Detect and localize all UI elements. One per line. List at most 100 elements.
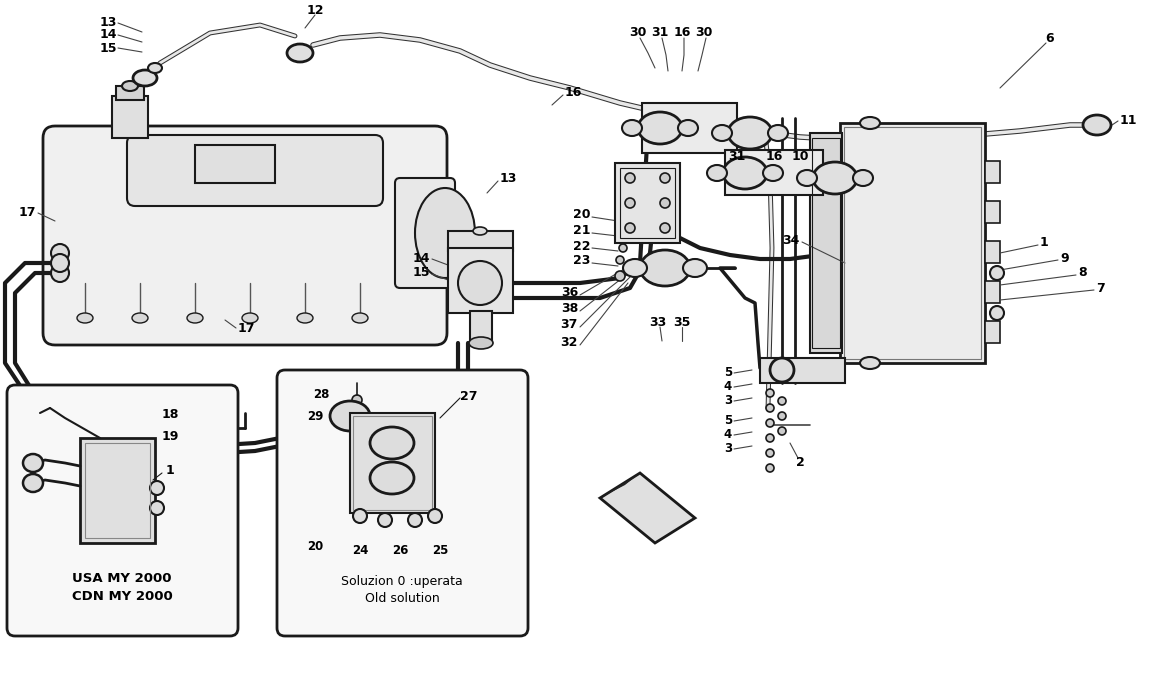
Ellipse shape: [766, 449, 774, 457]
Ellipse shape: [797, 170, 816, 186]
Ellipse shape: [23, 474, 43, 492]
Ellipse shape: [712, 125, 733, 141]
Bar: [810, 133, 842, 353]
Bar: [448, 231, 513, 251]
Ellipse shape: [297, 313, 313, 323]
Ellipse shape: [473, 227, 486, 235]
Text: 16: 16: [565, 87, 582, 100]
Ellipse shape: [242, 313, 258, 323]
Text: 4: 4: [723, 428, 733, 441]
Ellipse shape: [51, 244, 69, 262]
Ellipse shape: [779, 427, 785, 435]
Ellipse shape: [624, 223, 635, 233]
Text: 15: 15: [413, 266, 430, 279]
Ellipse shape: [148, 63, 162, 73]
Bar: [85, 443, 150, 538]
Ellipse shape: [378, 513, 392, 527]
Text: 36: 36: [561, 286, 578, 300]
Text: 5: 5: [723, 367, 733, 380]
Ellipse shape: [352, 395, 362, 405]
Bar: [620, 168, 675, 238]
Ellipse shape: [458, 261, 503, 305]
Text: 37: 37: [561, 318, 578, 331]
Ellipse shape: [623, 259, 647, 277]
Ellipse shape: [428, 509, 442, 523]
Text: 17: 17: [238, 322, 255, 335]
Bar: [986, 201, 1000, 223]
Text: 1: 1: [166, 464, 175, 477]
Bar: [353, 416, 432, 510]
Ellipse shape: [353, 509, 367, 523]
Ellipse shape: [616, 256, 624, 264]
Ellipse shape: [990, 306, 1004, 320]
Bar: [116, 86, 144, 100]
Text: 13: 13: [100, 16, 117, 29]
Ellipse shape: [678, 120, 698, 136]
Text: 38: 38: [561, 303, 578, 316]
Text: 3: 3: [723, 443, 733, 456]
Ellipse shape: [469, 337, 493, 349]
Bar: [112, 96, 148, 138]
Text: 20: 20: [573, 208, 590, 221]
Text: 14: 14: [413, 251, 430, 264]
Bar: [448, 248, 513, 313]
Ellipse shape: [641, 250, 690, 286]
Ellipse shape: [624, 198, 635, 208]
Text: 11: 11: [1120, 115, 1137, 128]
Text: 31: 31: [651, 27, 668, 40]
Text: 2: 2: [796, 456, 804, 469]
Ellipse shape: [779, 412, 785, 420]
Ellipse shape: [723, 157, 767, 189]
Ellipse shape: [622, 120, 642, 136]
Bar: [840, 123, 986, 363]
Text: 15: 15: [100, 42, 117, 55]
Ellipse shape: [288, 44, 313, 62]
Ellipse shape: [860, 117, 880, 129]
Polygon shape: [600, 473, 695, 543]
Bar: [986, 241, 1000, 263]
Ellipse shape: [660, 223, 670, 233]
Ellipse shape: [813, 162, 857, 194]
Bar: [350, 413, 435, 513]
Ellipse shape: [352, 313, 368, 323]
Ellipse shape: [624, 173, 635, 183]
Ellipse shape: [766, 404, 774, 412]
Text: 30: 30: [696, 27, 713, 40]
Text: 1: 1: [1040, 236, 1049, 249]
Text: USA MY 2000: USA MY 2000: [72, 572, 171, 585]
Bar: [642, 103, 737, 153]
Text: 7: 7: [1096, 281, 1105, 294]
Ellipse shape: [728, 117, 772, 149]
Ellipse shape: [77, 313, 93, 323]
Ellipse shape: [990, 266, 1004, 280]
Text: 26: 26: [392, 544, 408, 557]
Text: 18: 18: [161, 408, 178, 421]
Ellipse shape: [187, 313, 204, 323]
Text: 29: 29: [307, 410, 323, 423]
FancyBboxPatch shape: [43, 126, 447, 345]
Ellipse shape: [707, 165, 727, 181]
Bar: [196, 145, 275, 183]
Bar: [986, 321, 1000, 343]
Ellipse shape: [330, 401, 370, 431]
Text: 4: 4: [723, 380, 733, 393]
Text: 13: 13: [500, 171, 518, 184]
Text: 22: 22: [573, 240, 590, 253]
Text: 17: 17: [18, 206, 36, 219]
FancyBboxPatch shape: [7, 385, 238, 636]
Ellipse shape: [370, 427, 414, 459]
Text: 31: 31: [729, 150, 746, 163]
FancyBboxPatch shape: [394, 178, 455, 288]
Ellipse shape: [762, 165, 783, 181]
Bar: [615, 163, 680, 243]
Text: 30: 30: [629, 27, 646, 40]
Bar: [986, 281, 1000, 303]
Ellipse shape: [317, 422, 334, 434]
Ellipse shape: [51, 254, 69, 272]
Bar: [81, 438, 155, 543]
Bar: [844, 127, 981, 359]
Ellipse shape: [150, 501, 164, 515]
Text: 24: 24: [352, 544, 368, 557]
Text: 33: 33: [650, 316, 667, 329]
Ellipse shape: [766, 434, 774, 442]
